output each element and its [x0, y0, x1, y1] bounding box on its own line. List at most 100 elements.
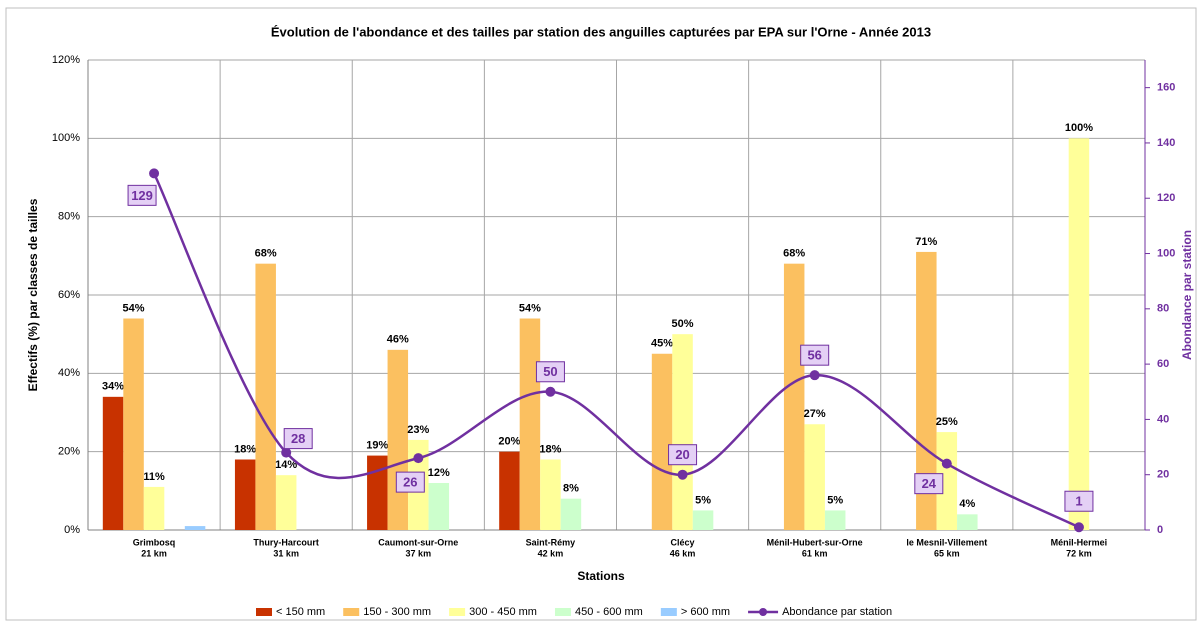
- data-label: 50%: [672, 318, 694, 330]
- bar: [367, 455, 388, 530]
- data-label: 11%: [143, 471, 165, 483]
- bar: [560, 498, 582, 530]
- bar: [651, 353, 673, 530]
- data-label: 34%: [102, 381, 124, 393]
- y2-tick-label: 100: [1157, 247, 1175, 259]
- x-tick-label: Clécy: [671, 537, 695, 547]
- y-tick-label: 100%: [52, 132, 80, 144]
- x-tick-label: Grimbosq: [133, 537, 176, 547]
- data-label: 68%: [255, 248, 277, 260]
- x-tick-label: le Mesnil-Villement: [906, 537, 987, 547]
- y2-tick-label: 20: [1157, 469, 1169, 481]
- bar: [102, 396, 124, 530]
- line-data-label: 56: [800, 344, 830, 366]
- bar: [824, 510, 846, 530]
- line-label-text: 28: [291, 431, 305, 446]
- legend-swatch: [660, 608, 677, 616]
- data-label: 5%: [695, 494, 711, 506]
- data-label: 27%: [804, 408, 826, 420]
- line-data-label: 50: [535, 361, 565, 383]
- x-tick-label: 72 km: [1066, 548, 1092, 558]
- data-label: 14%: [275, 459, 297, 471]
- chart-title: Évolution de l'abondance et des tailles …: [271, 24, 931, 39]
- legend-item: 150 - 300 mm: [343, 606, 431, 618]
- x-tick-label: Ménil-Hermei: [1051, 537, 1108, 547]
- x-tick-label: 37 km: [406, 548, 432, 558]
- x-axis-label: Stations: [577, 569, 625, 583]
- y2-tick-label: 160: [1157, 82, 1175, 94]
- line-point: [545, 386, 556, 397]
- legend-label: < 150 mm: [276, 606, 325, 618]
- y-tick-label: 80%: [58, 211, 80, 223]
- legend-swatch: [449, 608, 466, 616]
- x-tick-label: 65 km: [934, 548, 960, 558]
- line-data-label: 28: [283, 428, 313, 450]
- line-data-label: 26: [395, 471, 425, 493]
- data-label: 25%: [936, 416, 958, 428]
- y-tick-label: 20%: [58, 446, 80, 458]
- data-label: 5%: [827, 494, 843, 506]
- y2-axis-label: Abondance par station: [1180, 230, 1194, 360]
- bar: [936, 432, 958, 530]
- x-tick-label: 42 km: [538, 548, 564, 558]
- y2-tick-label: 120: [1157, 192, 1175, 204]
- data-label: 68%: [783, 248, 805, 260]
- bar: [387, 349, 409, 530]
- data-label: 19%: [366, 439, 388, 451]
- x-tick-label: 31 km: [273, 548, 299, 558]
- label-box: [127, 184, 157, 206]
- x-tick-label: Thury-Harcourt: [253, 537, 319, 547]
- line-data-label: 24: [914, 473, 944, 495]
- data-label: 71%: [915, 236, 937, 248]
- line-point: [677, 469, 688, 480]
- line-label-text: 50: [543, 364, 557, 379]
- bar: [255, 263, 276, 530]
- y2-tick-label: 40: [1157, 413, 1169, 425]
- legend-item: 450 - 600 mm: [554, 606, 643, 618]
- y-tick-label: 60%: [58, 289, 80, 301]
- label-box: [914, 473, 944, 495]
- line-label-text: 56: [807, 348, 821, 363]
- bar: [499, 451, 520, 530]
- bar: [957, 514, 978, 530]
- label-box: [668, 444, 698, 466]
- legend-label: Abondance par station: [782, 606, 892, 618]
- data-label: 46%: [387, 334, 409, 346]
- data-label: 45%: [651, 338, 673, 350]
- line-point: [281, 447, 292, 458]
- legend-swatch: [343, 608, 360, 616]
- data-label: 8%: [563, 483, 579, 495]
- data-label: 100%: [1065, 122, 1093, 134]
- legend-marker: [759, 608, 768, 616]
- y-tick-label: 0%: [64, 524, 80, 536]
- y2-tick-label: 0: [1157, 524, 1163, 536]
- line-label-text: 129: [131, 188, 153, 203]
- bar: [519, 318, 541, 530]
- data-label: 12%: [428, 467, 450, 479]
- line-data-label: 1: [1064, 490, 1094, 512]
- bar: [672, 334, 693, 530]
- x-tick-label: Saint-Rémy: [526, 537, 576, 547]
- line-label-text: 20: [675, 447, 689, 462]
- y-axis-label: Effectifs (%) par classes de tailles: [26, 198, 40, 391]
- y2-tick-label: 80: [1157, 303, 1169, 315]
- bar: [1068, 138, 1090, 531]
- bar: [123, 318, 144, 530]
- y2-tick-label: 140: [1157, 137, 1175, 149]
- bar: [234, 459, 256, 530]
- data-label: 18%: [234, 443, 256, 455]
- label-box: [1064, 490, 1094, 512]
- bar: [916, 251, 937, 530]
- bar: [804, 424, 825, 530]
- data-label: 4%: [959, 498, 975, 510]
- legend-swatch: [554, 608, 571, 616]
- line-label-text: 26: [403, 475, 417, 490]
- label-box: [535, 361, 565, 383]
- label-box: [395, 471, 425, 493]
- line-point: [1073, 522, 1084, 533]
- legend-item: < 150 mm: [256, 606, 325, 618]
- x-tick-label: 46 km: [670, 548, 696, 558]
- data-label: 54%: [123, 302, 145, 314]
- bar: [428, 483, 450, 530]
